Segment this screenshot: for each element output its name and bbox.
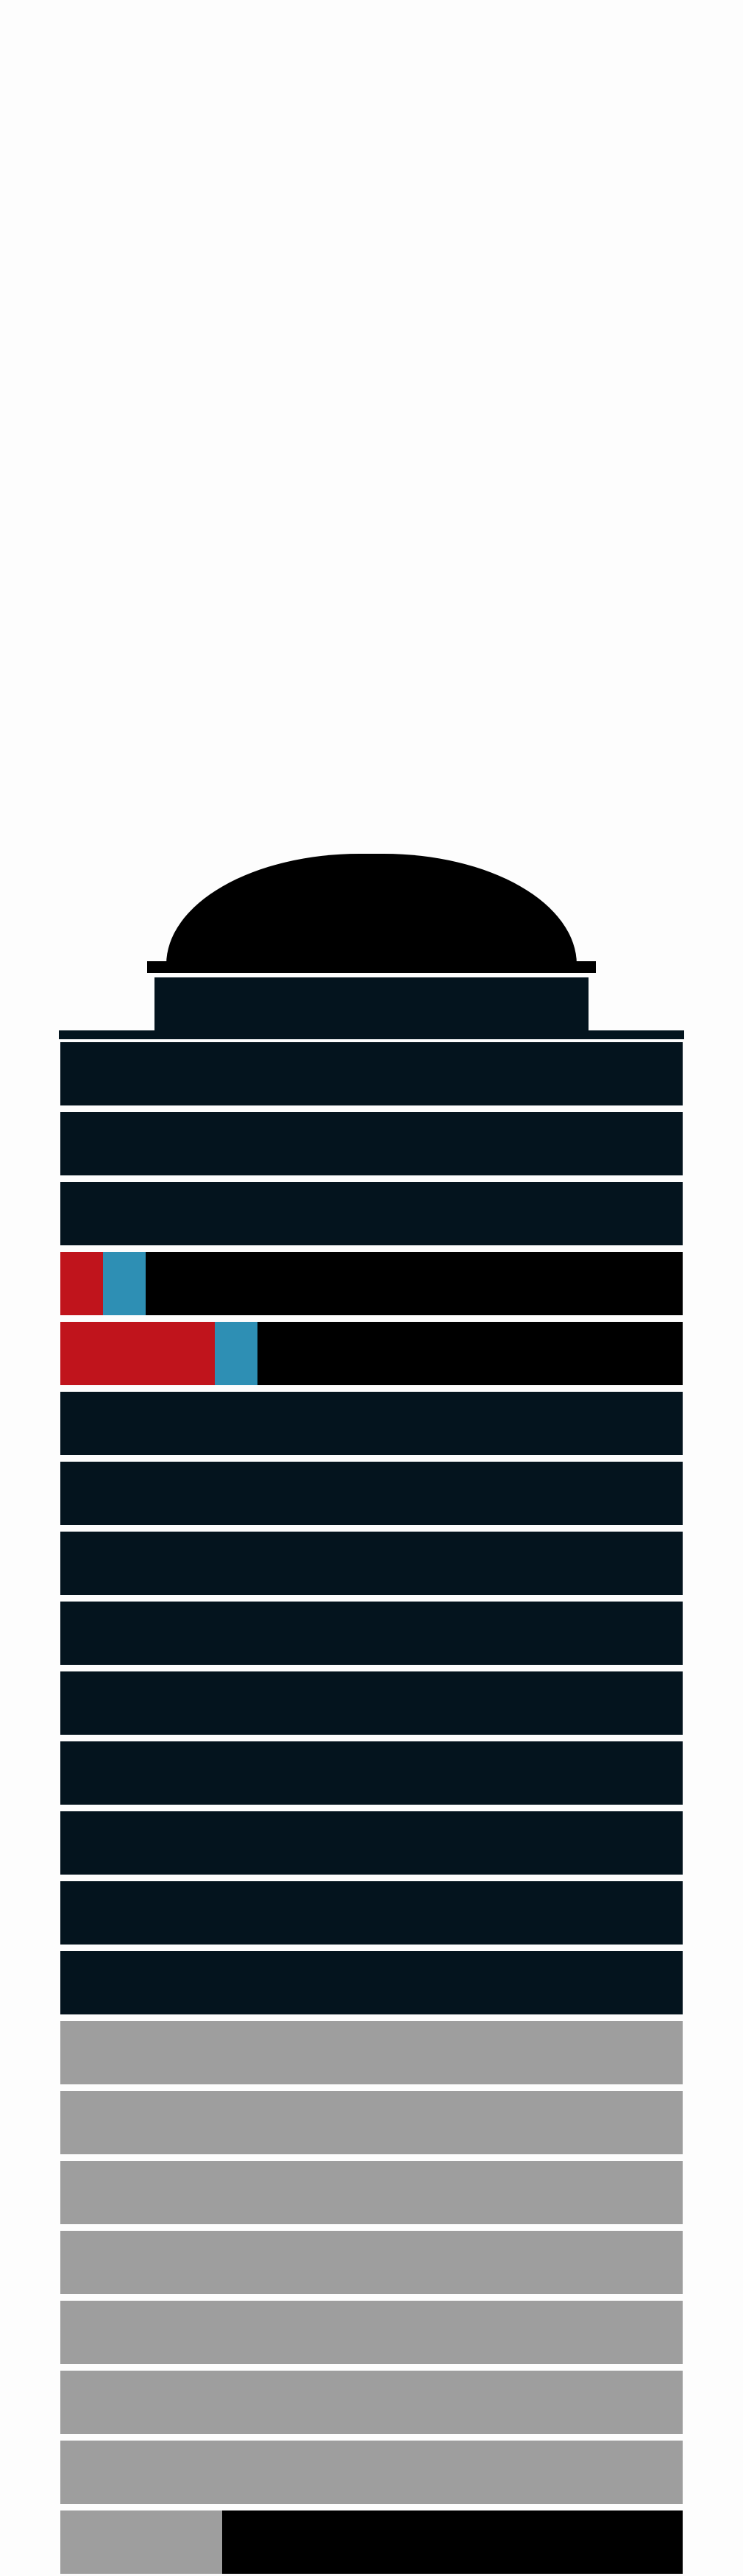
floor-17-segment-1: [60, 2161, 683, 2224]
floor-7: [60, 1462, 683, 1525]
floor-22-segment-1: [60, 2510, 222, 2574]
floor-11-segment-1: [60, 1741, 683, 1805]
floor-4-segment-2: [103, 1252, 146, 1315]
floor-16: [60, 2091, 683, 2154]
roof-dome: [166, 854, 577, 972]
floor-17: [60, 2161, 683, 2224]
floor-19-segment-1: [60, 2301, 683, 2364]
floor-10: [60, 1671, 683, 1735]
floor-14-segment-1: [60, 1951, 683, 2014]
floor-12-segment-1: [60, 1811, 683, 1875]
floor-20-segment-1: [60, 2371, 683, 2434]
floor-5-segment-2: [215, 1322, 257, 1385]
floor-6-segment-1: [60, 1392, 683, 1455]
floor-8-segment-1: [60, 1532, 683, 1595]
floor-1-segment-1: [60, 1042, 683, 1105]
floor-18-segment-1: [60, 2231, 683, 2294]
floor-5-segment-1: [60, 1322, 215, 1385]
floor-9-segment-1: [60, 1602, 683, 1665]
floor-3: [60, 1182, 683, 1245]
floor-7-segment-1: [60, 1462, 683, 1525]
floor-22-segment-2: [222, 2510, 683, 2574]
floor-5-segment-3: [257, 1322, 683, 1385]
floor-16-segment-1: [60, 2091, 683, 2154]
floor-13-segment-1: [60, 1881, 683, 1945]
floor-2: [60, 1112, 683, 1175]
floor-14: [60, 1951, 683, 2014]
floor-15: [60, 2021, 683, 2084]
floor-4: [60, 1252, 683, 1315]
floor-20: [60, 2371, 683, 2434]
floor-15-segment-1: [60, 2021, 683, 2084]
roof-cap-band: [147, 961, 596, 973]
floor-1: [60, 1042, 683, 1105]
floor-8: [60, 1532, 683, 1595]
floor-10-segment-1: [60, 1671, 683, 1735]
floor-11: [60, 1741, 683, 1805]
floor-12: [60, 1811, 683, 1875]
floor-3-segment-1: [60, 1182, 683, 1245]
floor-21: [60, 2441, 683, 2504]
roof-upper-floor: [154, 977, 589, 1038]
floor-5: [60, 1322, 683, 1385]
floor-6: [60, 1392, 683, 1455]
floor-4-segment-3: [146, 1252, 683, 1315]
floor-2-segment-1: [60, 1112, 683, 1175]
floor-19: [60, 2301, 683, 2364]
floor-9: [60, 1602, 683, 1665]
floor-4-segment-1: [60, 1252, 103, 1315]
floor-13: [60, 1881, 683, 1945]
floor-22: [60, 2510, 683, 2574]
floor-21-segment-1: [60, 2441, 683, 2504]
floor-18: [60, 2231, 683, 2294]
roof-shoulder: [59, 1030, 684, 1039]
